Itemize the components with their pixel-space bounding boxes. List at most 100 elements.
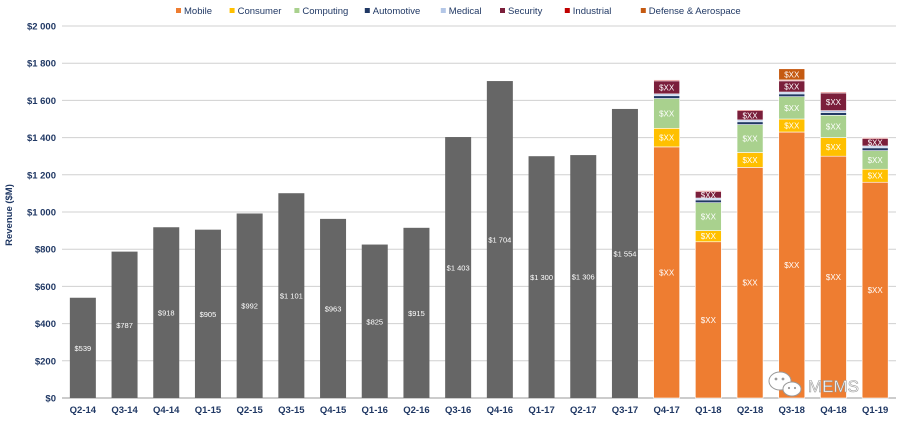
segment-value-label: $XX (701, 191, 717, 200)
x-tick-label: Q2-15 (236, 405, 263, 416)
bar-segment (695, 241, 722, 399)
x-tick-label: Q1-17 (528, 405, 554, 416)
legend-label: Security (508, 6, 543, 17)
x-tick-label: Q2-16 (403, 405, 429, 416)
segment-value-label: $XX (701, 213, 717, 222)
bar-total (153, 227, 180, 398)
segment-value-label: $XX (701, 316, 717, 325)
bar-total (445, 137, 472, 399)
legend-swatch (364, 8, 370, 13)
segment-value-label: $XX (701, 232, 717, 241)
segment-value-label: $XX (742, 156, 758, 165)
legend-label: Industrial (573, 6, 612, 17)
bar-total (611, 108, 638, 399)
bar-total (278, 193, 305, 398)
x-tick-label: Q3-14 (111, 405, 138, 416)
segment-value-label: $XX (659, 268, 675, 277)
segment-value-label: $XX (784, 261, 800, 270)
bar-value-label: $1 554 (613, 249, 636, 258)
x-tick-label: Q1-16 (362, 405, 388, 416)
x-tick-label: Q4-16 (487, 405, 513, 416)
y-tick-label: $0 (45, 394, 56, 405)
bar-segment (653, 146, 680, 399)
legend-label: Medical (449, 6, 482, 17)
segment-value-label: $XX (784, 82, 800, 91)
segment-value-label: $XX (659, 109, 675, 118)
y-tick-label: $1 000 (27, 208, 56, 219)
x-tick-label: Q2-17 (570, 405, 596, 416)
bar-segment (653, 98, 680, 129)
y-tick-label: $600 (35, 282, 56, 293)
bar-segment (695, 190, 722, 192)
bar-value-label: $918 (158, 309, 175, 318)
bar-total (111, 251, 138, 398)
segment-value-label: $XX (868, 286, 884, 295)
bars: $539 $787 $918 $905 $992 $1 101 $963 $825 $915 $1… (69, 68, 889, 399)
segment-value-label: $XX (868, 172, 884, 181)
bar-segment (736, 121, 764, 125)
bar-value-label: $905 (200, 310, 217, 319)
bar-total (528, 156, 555, 398)
bar-segment (653, 95, 680, 99)
segment-value-label: $XX (868, 138, 884, 147)
bar-segment (695, 202, 722, 231)
legend: Mobile Consumer Computing Automotive Medical… (176, 6, 741, 17)
bar-total (403, 227, 430, 398)
y-tick-label: $200 (35, 356, 56, 367)
legend-swatch (176, 8, 181, 13)
bar-segment (861, 181, 889, 399)
x-tick-label: Q2-14 (70, 405, 97, 416)
bar-value-label: $1 300 (530, 273, 553, 282)
legend-swatch (564, 8, 570, 13)
gridlines (62, 25, 896, 399)
bar-value-label: $1 306 (572, 273, 595, 282)
bar-total (69, 297, 96, 398)
segment-value-label: $XX (784, 70, 800, 79)
bar-segment (778, 93, 806, 97)
x-tick-label: Q4-14 (153, 405, 180, 416)
segment-value-label: $XX (868, 156, 884, 165)
bar-total (194, 229, 221, 398)
segment-value-label: $XX (659, 134, 675, 143)
bar-segment (653, 79, 680, 82)
bar-total (570, 155, 597, 398)
segment-value-label: $XX (742, 111, 758, 120)
segment-value-label: $XX (742, 279, 758, 288)
x-tick-label: Q1-19 (862, 405, 888, 416)
bar-segment (778, 68, 806, 81)
x-tick-label: Q3-16 (445, 405, 471, 416)
bar-segment (736, 124, 764, 153)
bar-total (361, 244, 388, 398)
legend-swatch (294, 8, 300, 13)
y-tick-label: $400 (35, 319, 56, 330)
y-tick-label: $1 200 (27, 170, 56, 181)
bar-segment (736, 167, 764, 399)
bar-segment (820, 155, 847, 399)
y-axis-title: Revenue ($M) (4, 184, 15, 246)
bar-value-label: $539 (75, 344, 92, 353)
bar-segment (820, 112, 847, 116)
segment-value-label: $XX (742, 135, 758, 144)
legend-swatch (440, 8, 446, 13)
x-axis: Q2-14 Q3-14 Q4-14 Q1-15 Q2-15 Q3-15 Q4-15 Q1-16… (70, 405, 889, 416)
bar-value-label: $1 704 (488, 236, 511, 245)
legend-label: Consumer (238, 6, 282, 17)
bar-total (236, 213, 263, 398)
segment-value-label: $XX (784, 122, 800, 131)
bar-value-label: $787 (116, 321, 133, 330)
segment-value-label: $XX (784, 104, 800, 113)
bar-segment (861, 137, 889, 139)
y-tick-label: $800 (35, 245, 56, 256)
bar-total (486, 81, 513, 398)
x-tick-label: Q3-15 (278, 405, 305, 416)
y-tick-label: $1 600 (27, 96, 56, 107)
x-tick-label: Q4-18 (820, 405, 846, 416)
segment-value-label: $XX (826, 122, 842, 131)
x-tick-label: Q4-15 (320, 405, 347, 416)
y-tick-label: $1 400 (27, 133, 56, 144)
segment-value-label: $XX (826, 143, 842, 152)
y-tick-label: $2 000 (27, 22, 56, 33)
bar-segment (778, 131, 806, 399)
bar-value-label: $963 (325, 304, 342, 313)
